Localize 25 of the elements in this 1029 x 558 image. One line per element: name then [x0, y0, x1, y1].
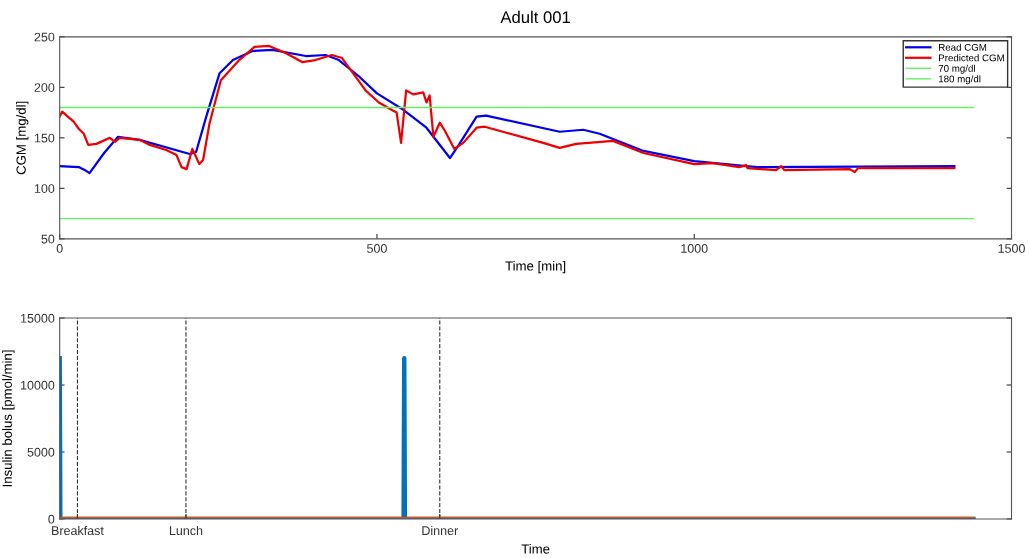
- x-axis-title: Time [min]: [505, 260, 566, 274]
- legend-label: 70 mg/dl: [938, 64, 975, 74]
- y-tick-label: 100: [34, 184, 55, 193]
- y-tick-label: 5000: [27, 447, 55, 457]
- y-tick-label: 50: [41, 234, 55, 244]
- y-axis-title: Insulin bolus [pmol/min]: [2, 350, 15, 487]
- ref-line-label: Lunch: [169, 525, 203, 536]
- x-tick-label: 1500: [998, 244, 1025, 253]
- x-tick-label: 500: [367, 244, 387, 253]
- x-tick-label: 0: [56, 244, 63, 253]
- chart-title: Adult 001: [500, 10, 570, 24]
- y-tick-label: 150: [34, 133, 55, 143]
- legend-label: 180 mg/dl: [938, 75, 981, 85]
- y-tick-label: 250: [34, 32, 55, 42]
- y-tick-label: 10000: [21, 380, 55, 390]
- ref-line-label: Breakfast: [52, 525, 104, 536]
- ref-line-label: Dinner: [422, 525, 458, 536]
- y-tick-label: 0: [48, 514, 55, 524]
- y-tick-label: 15000: [21, 313, 55, 323]
- legend-label: Predicted CGM: [939, 54, 1004, 62]
- legend-label: Read CGM: [939, 43, 987, 51]
- y-axis-title: CGM [mg/dl]: [16, 101, 29, 175]
- x-axis-title: Time: [521, 543, 550, 554]
- y-tick-label: 200: [34, 83, 55, 92]
- x-tick-label: 1000: [681, 244, 708, 253]
